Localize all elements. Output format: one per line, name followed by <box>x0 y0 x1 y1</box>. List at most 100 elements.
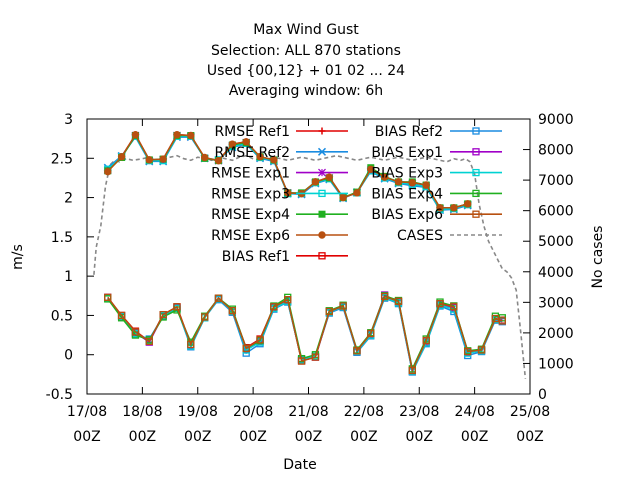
data-point-circle <box>325 173 333 181</box>
x-tick-label-hour: 00Z <box>239 429 266 445</box>
data-point-circle <box>104 167 112 176</box>
data-point-circle <box>200 153 209 162</box>
series-line <box>93 154 527 379</box>
data-point-box <box>311 353 320 361</box>
legend-entry: BIAS Exp4 <box>371 186 502 202</box>
chart-title: Max Wind Gust Selection: ALL 870 station… <box>207 22 405 99</box>
x-tick-label-date: 23/08 <box>399 404 439 420</box>
data-point-box <box>117 311 126 320</box>
data-point-box <box>228 307 237 315</box>
legend-entry: RMSE Exp4 <box>211 207 348 223</box>
data-point-box <box>436 299 444 308</box>
y2-tick-label: 3000 <box>538 295 574 311</box>
y-tick-label: 1.5 <box>51 230 73 246</box>
data-point-star <box>318 168 326 177</box>
title-line-1: Max Wind Gust <box>253 22 359 38</box>
data-point-box <box>491 314 500 323</box>
data-point-box <box>472 148 480 156</box>
data-point-box <box>270 303 278 311</box>
data-point-box <box>477 346 486 354</box>
data-point-circle <box>422 181 430 189</box>
x-tick-label-hour: 00Z <box>295 429 322 445</box>
series-line <box>107 294 503 372</box>
data-point-circle <box>339 193 347 202</box>
y2-tick-label: 1000 <box>538 356 574 372</box>
data-point-box <box>187 340 195 349</box>
legend-entry: BIAS Exp6 <box>371 207 502 223</box>
data-point-box <box>318 252 326 260</box>
legend-label: RMSE Ref2 <box>214 145 290 161</box>
data-point-box <box>159 310 167 319</box>
legend-label: RMSE Exp4 <box>211 207 290 223</box>
data-point-cross <box>317 147 327 156</box>
data-point-circle <box>270 156 278 164</box>
data-point-circle <box>159 155 167 163</box>
y-tick-label: -0.5 <box>46 387 73 403</box>
y-axis-label: m/s <box>10 244 26 270</box>
y2-axis-label: No cases <box>590 226 606 289</box>
data-point-box <box>472 210 480 218</box>
legend-entry: RMSE Exp6 <box>211 228 348 244</box>
legend-label: BIAS Exp3 <box>371 166 443 182</box>
data-point-box <box>472 127 480 135</box>
legend-entry: RMSE Ref2 <box>214 145 348 161</box>
data-point-circle <box>228 140 237 148</box>
data-point-circle <box>311 178 320 186</box>
data-point-circle <box>367 165 375 173</box>
x-tick-label-date: 18/08 <box>122 404 162 420</box>
legend-entry: BIAS Exp3 <box>371 166 502 182</box>
y2-tick-label: 6000 <box>538 204 574 220</box>
legend-entry: RMSE Exp3 <box>211 186 348 202</box>
data-point-box <box>145 337 153 346</box>
data-point-filled-box <box>318 210 326 218</box>
data-point-box <box>353 347 361 355</box>
x-tick-label-hour: 00Z <box>516 429 543 445</box>
data-point-box <box>104 293 112 302</box>
y-tick-label: 3 <box>64 112 73 128</box>
data-point-circle <box>256 153 264 161</box>
data-point-circle <box>318 231 326 239</box>
data-point-box <box>131 328 140 336</box>
data-point-circle <box>353 189 361 197</box>
data-point-circle <box>187 131 195 140</box>
plot-series <box>93 131 527 379</box>
x-tick-label-date: 24/08 <box>454 404 494 420</box>
data-point-circle <box>173 131 181 139</box>
legend-label: RMSE Ref1 <box>214 124 290 140</box>
y-tick-label: 2.5 <box>51 151 73 167</box>
data-point-circle <box>450 204 458 212</box>
x-tick-label-hour: 00Z <box>406 429 433 445</box>
y-tick-label: 2 <box>64 191 73 207</box>
data-point-box <box>325 307 333 316</box>
y2-tick-label: 2000 <box>538 326 574 342</box>
data-point-box <box>242 344 250 353</box>
data-point-box <box>284 296 292 304</box>
legend-entry: CASES <box>397 228 502 244</box>
legend-entry: BIAS Ref1 <box>222 249 348 265</box>
data-point-box <box>318 189 326 198</box>
data-point-box <box>450 303 458 311</box>
y2-tick-label: 5000 <box>538 234 574 250</box>
data-point-box <box>256 336 264 344</box>
title-line-2: Selection: ALL 870 stations <box>211 43 401 59</box>
data-point-circle <box>214 156 223 165</box>
data-point-circle <box>380 173 389 181</box>
data-point-box <box>394 297 403 305</box>
data-point-box <box>201 313 209 321</box>
legend-label: RMSE Exp1 <box>211 166 290 182</box>
legend-label: BIAS Exp6 <box>371 207 443 223</box>
x-tick-label-date: 17/08 <box>67 404 107 420</box>
series-cases <box>93 154 527 379</box>
data-point-circle <box>131 131 140 139</box>
legend-entry: BIAS Exp1 <box>371 145 502 161</box>
y2-tick-label: 7000 <box>538 173 574 189</box>
data-point-box <box>498 317 506 325</box>
data-point-box <box>408 366 416 375</box>
data-point-box <box>339 302 347 310</box>
data-point-box <box>214 294 223 302</box>
x-tick-label-hour: 00Z <box>184 429 211 445</box>
y-tick-label: 1 <box>64 269 73 285</box>
data-point-box <box>380 292 389 301</box>
